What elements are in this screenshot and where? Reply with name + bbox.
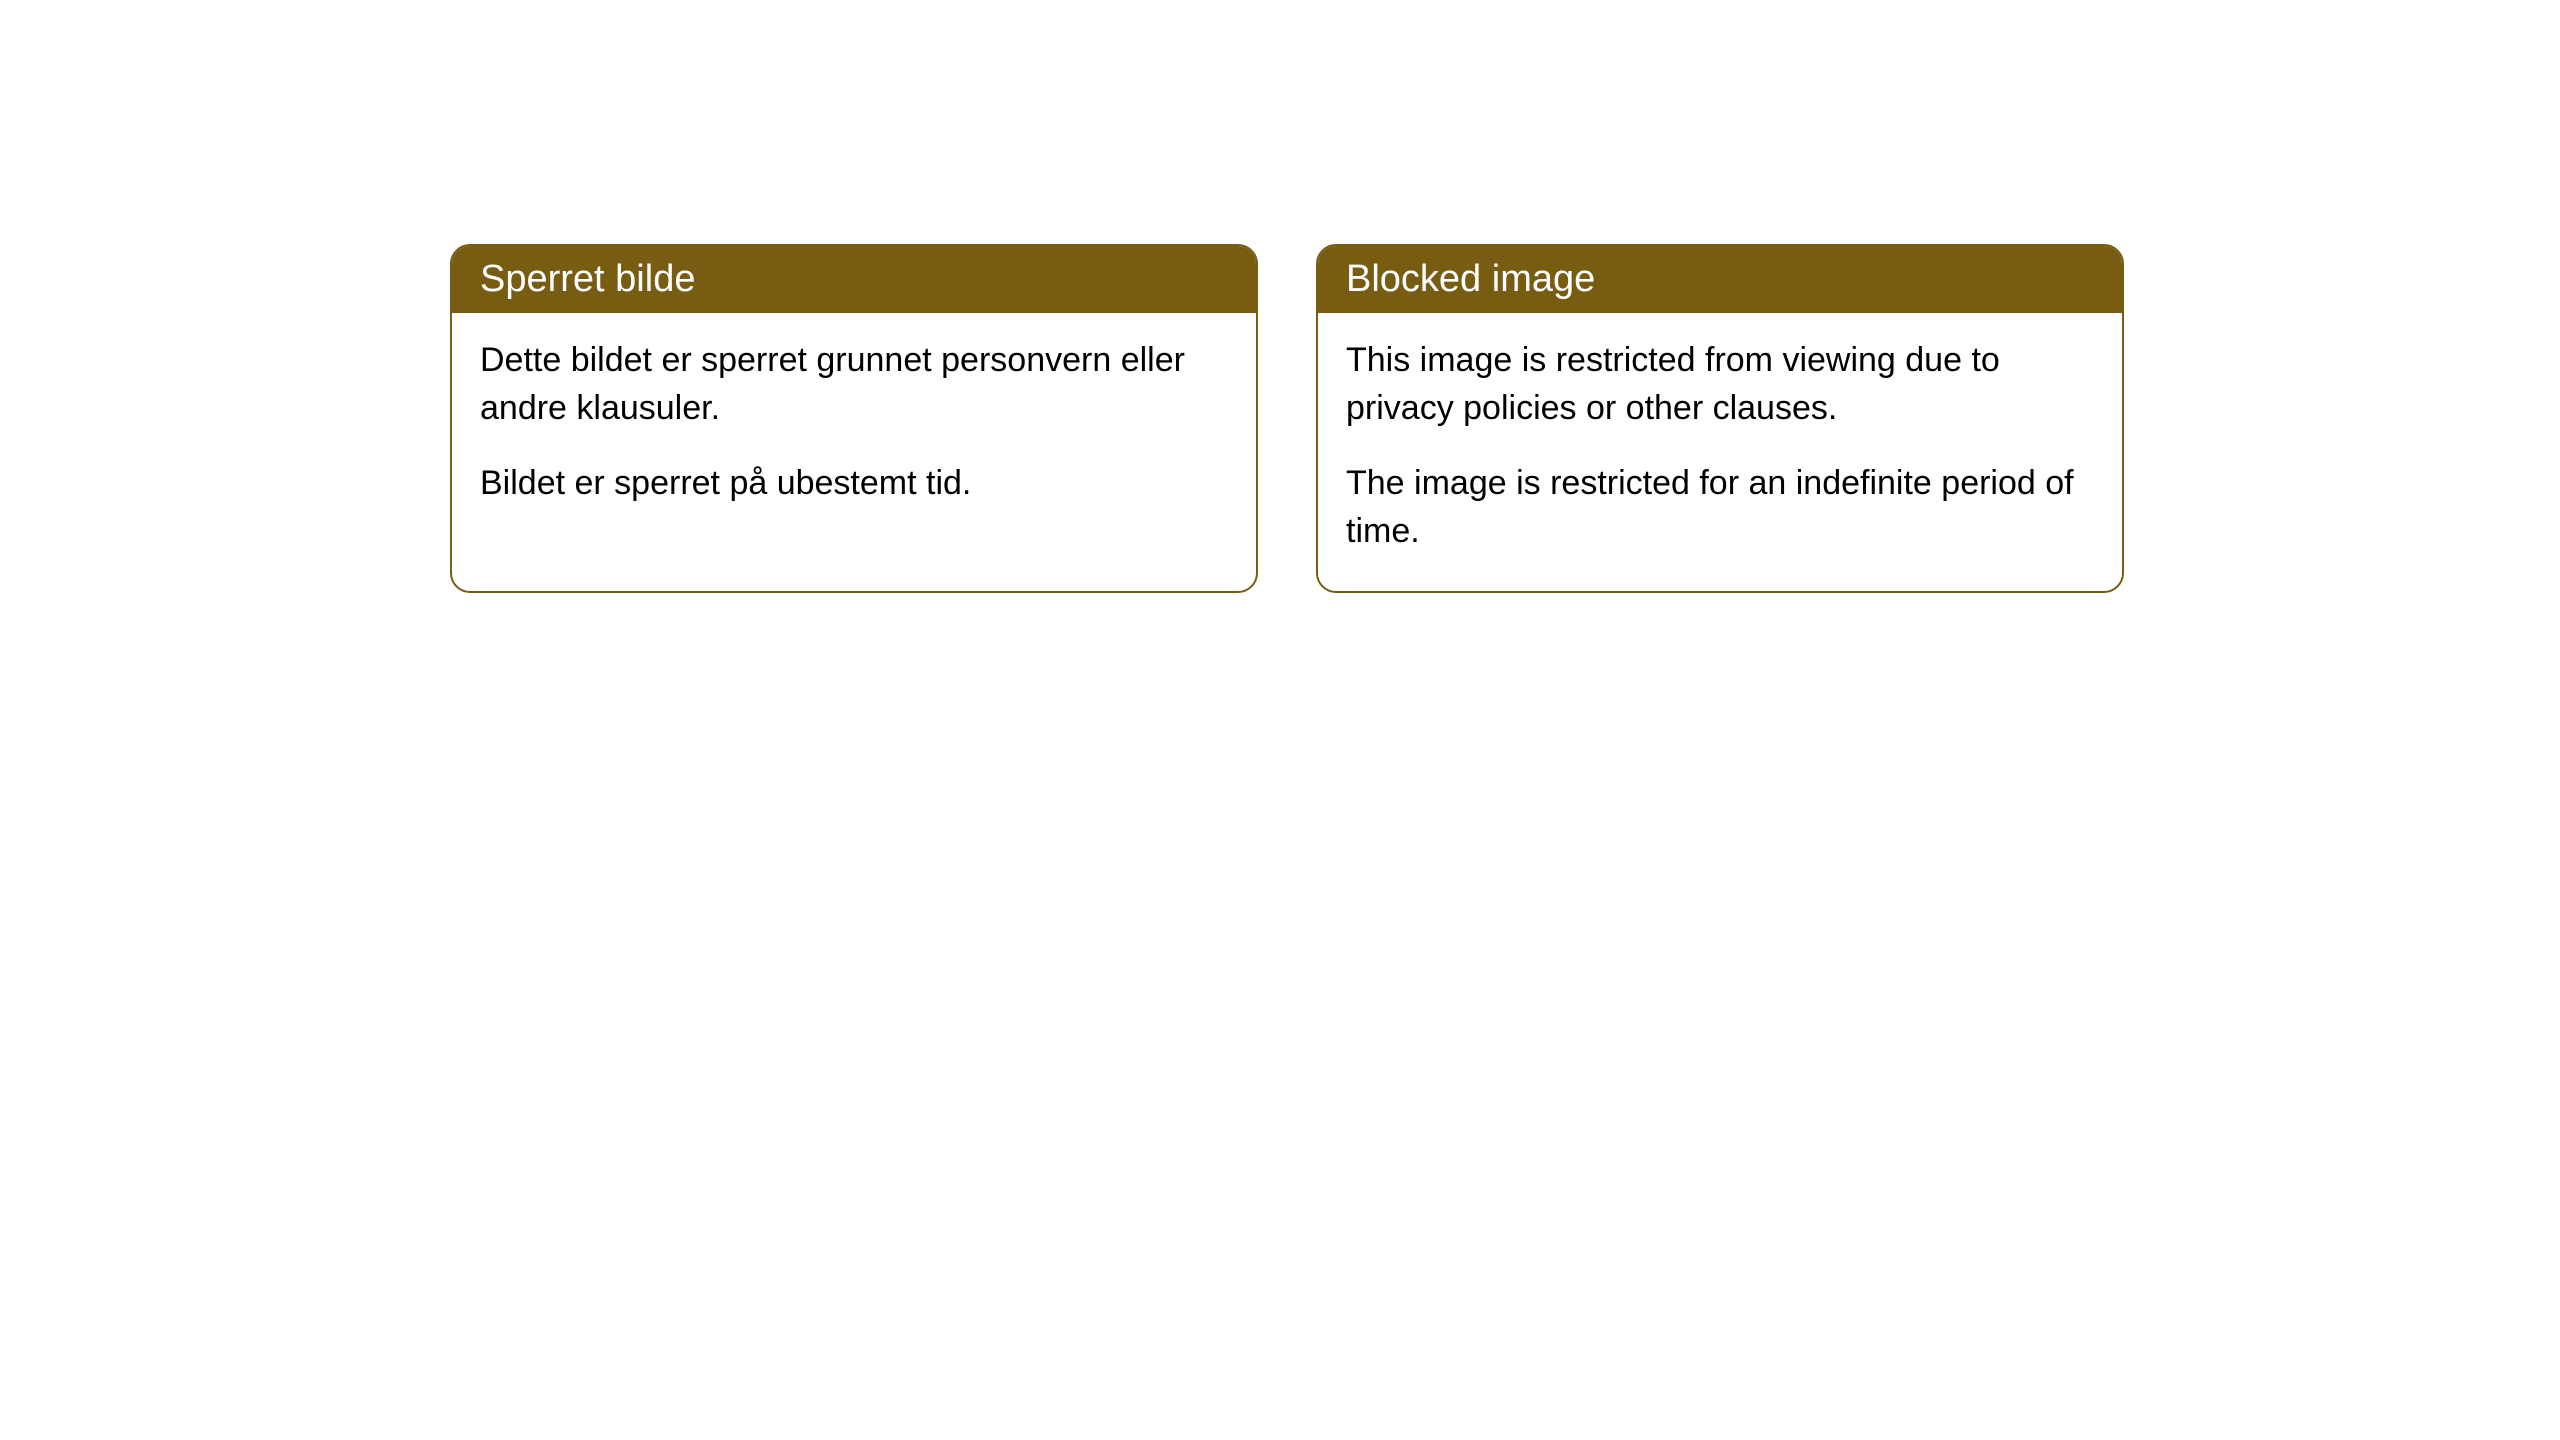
notice-card-english: Blocked image This image is restricted f… [1316, 244, 2124, 593]
card-title-english: Blocked image [1346, 258, 1595, 300]
spacer [1346, 432, 2094, 460]
notice-card-norwegian: Sperret bilde Dette bildet er sperret gr… [450, 244, 1258, 593]
spacer [480, 432, 1228, 460]
card-header-english: Blocked image [1318, 246, 2122, 313]
notice-cards-container: Sperret bilde Dette bildet er sperret gr… [450, 244, 2124, 593]
card-paragraph-2-english: The image is restricted for an indefinit… [1346, 460, 2094, 555]
card-header-norwegian: Sperret bilde [452, 246, 1256, 313]
card-paragraph-1-english: This image is restricted from viewing du… [1346, 337, 2094, 432]
card-body-norwegian: Dette bildet er sperret grunnet personve… [452, 313, 1256, 544]
card-title-norwegian: Sperret bilde [480, 258, 695, 300]
card-paragraph-2-norwegian: Bildet er sperret på ubestemt tid. [480, 460, 1228, 508]
card-body-english: This image is restricted from viewing du… [1318, 313, 2122, 591]
card-paragraph-1-norwegian: Dette bildet er sperret grunnet personve… [480, 337, 1228, 432]
